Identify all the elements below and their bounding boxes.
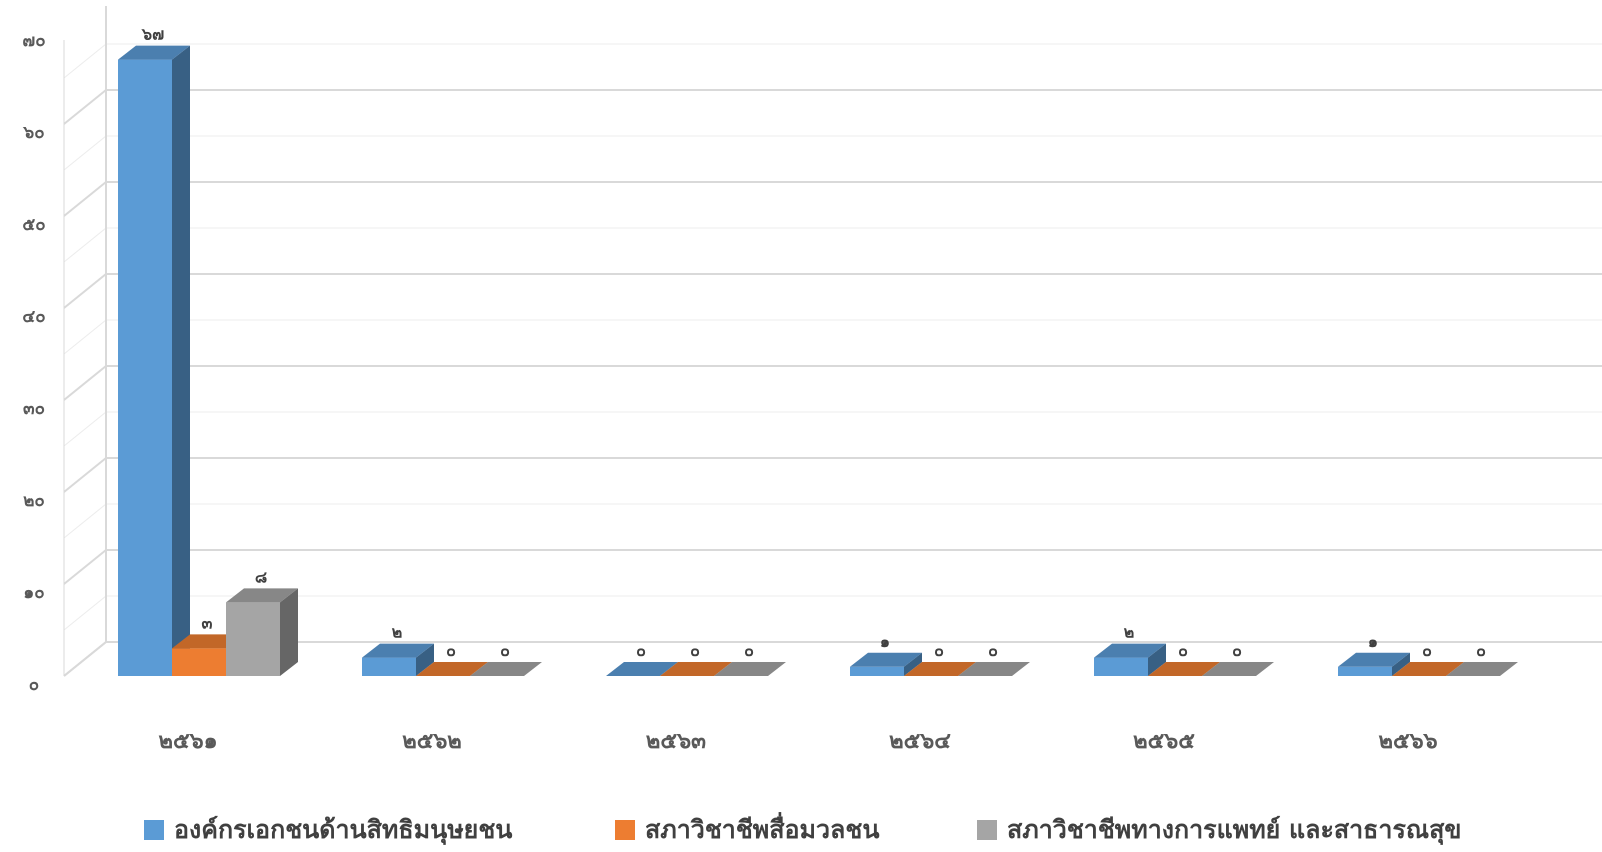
bar-side [280, 588, 298, 676]
bar-top [1094, 643, 1166, 658]
legend-label-ngo: องค์กรเอกชนด้านสิทธิมนุษยชน [174, 815, 513, 844]
bar-top [1338, 652, 1410, 667]
x-tick-label: ๒๕๖๒ [402, 729, 462, 754]
legend-label-medical: สภาวิชาชีพทางการแพทย์ และสาธารณสุข [1007, 815, 1462, 844]
y-tick-label: ๐ [29, 675, 39, 695]
side-wall-gridline [63, 549, 107, 585]
x-tick-label: ๒๕๖๔ [889, 729, 951, 754]
bar [850, 666, 904, 676]
x-tick-label: ๒๕๖๑ [158, 729, 217, 754]
data-label: ๐ [744, 641, 754, 660]
legend: องค์กรเอกชนด้านสิทธิมนุษยชน สภาวิชาชีพสื… [0, 810, 1602, 850]
y-tick-label: ๗๐ [22, 31, 45, 51]
legend-item-ngo: องค์กรเอกชนด้านสิทธิมนุษยชน [144, 810, 512, 850]
y-tick-label: ๔๐ [22, 307, 45, 327]
bar-top [1392, 662, 1464, 676]
bar [1094, 657, 1148, 676]
data-label: ๓ [202, 613, 213, 632]
bar-top [1148, 662, 1220, 676]
y-tick-label: ๒๐ [23, 491, 45, 511]
side-wall-gridline [63, 43, 107, 79]
x-tick-label: ๒๕๖๖ [1378, 729, 1437, 754]
bar-top [416, 662, 488, 676]
bar-top [470, 662, 542, 676]
data-label: ๐ [1232, 641, 1242, 660]
legend-item-media: สภาวิชาชีพสื่อมวลชน [615, 810, 879, 850]
x-tick-label: ๒๕๖๕ [1133, 729, 1195, 754]
legend-swatch-media [615, 820, 635, 840]
side-wall-gridline [63, 457, 107, 493]
bar-top [714, 662, 786, 676]
bar-side [904, 652, 922, 676]
side-wall-gridline [63, 89, 107, 125]
bar-top [904, 662, 976, 676]
legend-item-medical: สภาวิชาชีพทางการแพทย์ และสาธารณสุข [977, 810, 1461, 850]
bar-top [850, 652, 922, 667]
y-tick-label: ๓๐ [23, 399, 45, 419]
data-label: ๑ [1368, 632, 1378, 651]
y-tick-label: ๖๐ [22, 123, 44, 143]
side-wall-gridline [63, 181, 107, 217]
data-label: ๑ [880, 632, 890, 651]
data-label: ๐ [690, 641, 700, 660]
bar-side [172, 45, 190, 677]
bar-top [958, 662, 1030, 676]
y-tick-label: ๕๐ [22, 215, 45, 235]
side-wall-gridline [63, 365, 107, 401]
bar-top [118, 45, 190, 60]
bar [118, 59, 172, 677]
bar-top [660, 662, 732, 676]
data-label: ๐ [1476, 641, 1486, 660]
data-label: ๒ [392, 623, 403, 642]
side-wall-gridline [63, 595, 107, 631]
floor-edge [63, 641, 107, 677]
y-tick-label: ๑๐ [23, 583, 44, 603]
bar [362, 657, 416, 676]
legend-swatch-medical [977, 820, 997, 840]
side-wall-gridline [63, 227, 107, 263]
data-label: ๒ [1124, 623, 1135, 642]
side-wall-gridline [63, 319, 107, 355]
data-label: ๐ [500, 641, 510, 660]
data-label: ๐ [636, 641, 646, 660]
data-label: ๐ [1422, 641, 1432, 660]
legend-swatch-ngo [144, 820, 164, 840]
bar-top [362, 643, 434, 658]
bar-side [1148, 643, 1166, 676]
bar-side [1392, 652, 1410, 676]
data-label: ๐ [446, 641, 456, 660]
bar-top [1446, 662, 1518, 676]
data-label: ๘ [255, 567, 267, 586]
bar-top [226, 588, 298, 603]
side-wall-gridline [63, 411, 107, 447]
bar-side [416, 643, 434, 676]
side-wall-gridline [63, 503, 107, 539]
data-label: ๖๗ [141, 25, 164, 44]
legend-label-media: สภาวิชาชีพสื่อมวลชน [645, 815, 880, 844]
side-wall-gridline [63, 135, 107, 171]
data-label: ๐ [934, 641, 944, 660]
x-tick-label: ๒๕๖๓ [646, 729, 706, 754]
data-label: ๐ [988, 641, 998, 660]
side-wall-gridline [63, 273, 107, 309]
bar-top [606, 662, 678, 676]
bar [1338, 666, 1392, 676]
bar [172, 648, 226, 676]
data-label: ๐ [1178, 641, 1188, 660]
bar [226, 602, 280, 676]
bar-top [1202, 662, 1274, 676]
